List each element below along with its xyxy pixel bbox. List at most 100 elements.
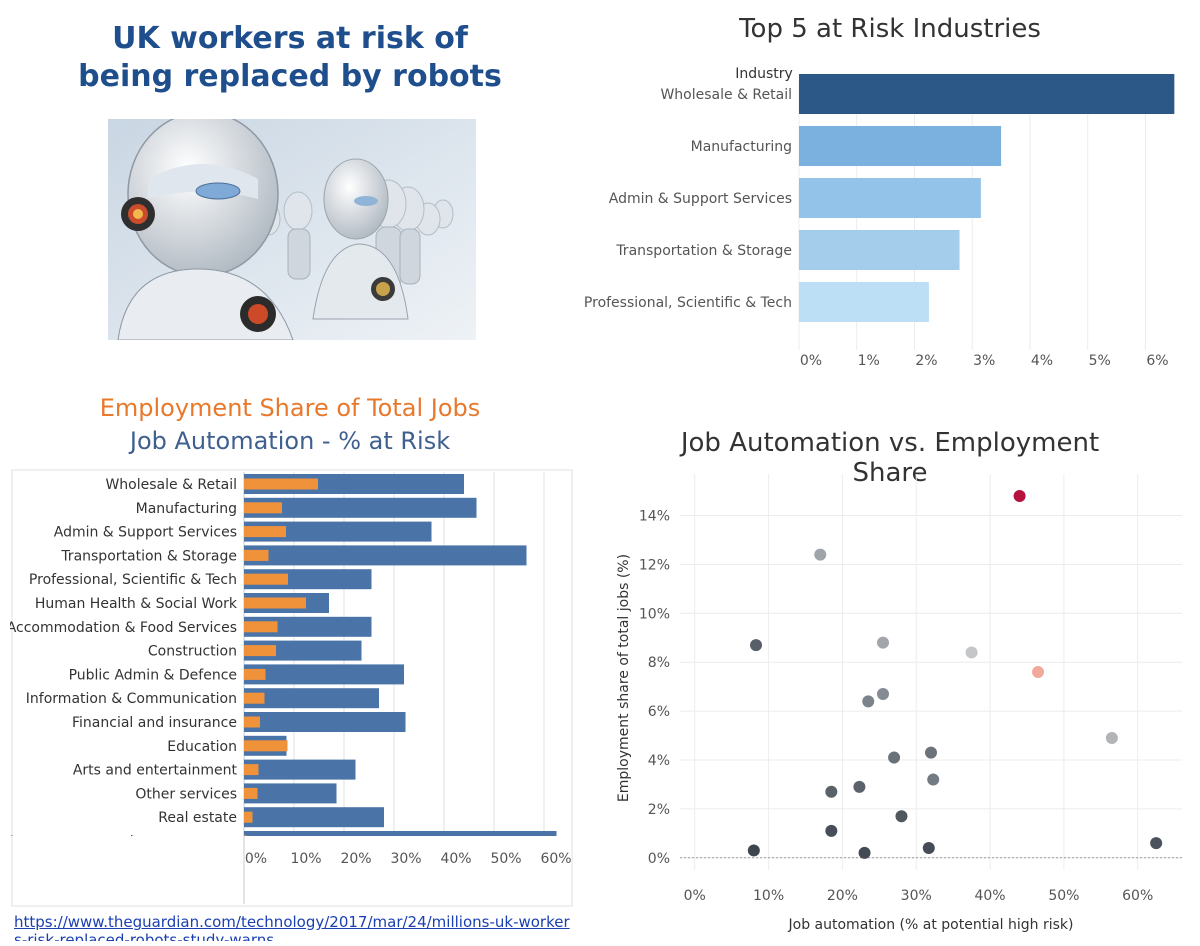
- scatter-y-tick-label: 10%: [639, 606, 670, 622]
- employment-share-bar: [244, 811, 253, 823]
- scatter-x-tick-label: 60%: [1122, 888, 1153, 904]
- automation-risk-bar: [244, 807, 384, 828]
- scatter-point: [1150, 837, 1163, 850]
- scatter-x-tick-label: 10%: [753, 888, 784, 904]
- employment-bar-chart: Wholesale & Retail Manufacturing Admin & S…: [10, 469, 573, 907]
- employment-axis-ticks: 0% 10% 20% 30% 40% 50% 60%: [245, 851, 572, 867]
- scatter-point: [858, 846, 871, 859]
- scatter-point: [1032, 666, 1045, 678]
- employment-category-label: Other services: [135, 786, 237, 802]
- employment-chart-title: Employment Share of Total Jobs: [99, 394, 481, 422]
- scatter-point: [1105, 732, 1118, 744]
- scatter-chart-title: Job Automation vs. Employment Share: [680, 428, 1100, 488]
- scatter-point: [965, 646, 978, 659]
- employment-share-bar: [244, 668, 266, 680]
- top5-category-label: Admin & Support Services: [609, 191, 792, 207]
- top5-bar: [799, 74, 1175, 114]
- dashboard-title: UK workers at risk of being replaced by …: [60, 20, 520, 96]
- scatter-point: [888, 751, 901, 764]
- employment-category-labels: Wholesale & Retail Manufacturing Admin & S…: [10, 477, 238, 850]
- employment-bars: [244, 474, 557, 836]
- scatter-x-tick-label: 50%: [1048, 888, 1079, 904]
- automation-risk-bar: [244, 664, 404, 685]
- top5-bar-chart: Industry Wholesale & Retail Manufacturing…: [584, 66, 1175, 369]
- scatter-point: [862, 695, 875, 708]
- scatter-point: [927, 773, 940, 786]
- employment-share-bar: [244, 764, 259, 776]
- employment-share-bar: [244, 526, 286, 538]
- scatter-points: [747, 490, 1163, 859]
- top5-tick-label: 6%: [1146, 353, 1168, 369]
- employment-chart-subtitle: Job Automation - % at Risk: [129, 427, 451, 455]
- employment-tick-label: 40%: [440, 851, 471, 867]
- employment-category-label: Admin & Support Services: [54, 525, 237, 541]
- scatter-point: [895, 810, 908, 823]
- employment-share-bar: [244, 573, 288, 585]
- scatter-x-tick-label: 40%: [974, 888, 1005, 904]
- employment-tick-label: 10%: [290, 851, 321, 867]
- employment-share-bar: [244, 787, 258, 799]
- scatter-y-tick-label: 6%: [648, 704, 670, 720]
- top5-category-labels: Wholesale & Retail Manufacturing Admin & S…: [584, 87, 792, 311]
- employment-tick-label: 50%: [490, 851, 521, 867]
- employment-category-label: Real estate: [158, 810, 237, 826]
- scatter-point: [853, 780, 866, 793]
- top5-tick-label: 5%: [1089, 353, 1111, 369]
- top5-bar: [799, 178, 981, 218]
- automation-risk-bar: [244, 688, 379, 709]
- employment-share-bar: [244, 692, 265, 704]
- scatter-y-tick-label: 8%: [648, 655, 670, 671]
- top5-bar: [799, 230, 960, 270]
- top5-tick-label: 3%: [973, 353, 995, 369]
- automation-risk-bar: [244, 521, 432, 542]
- employment-tick-label: 60%: [540, 851, 571, 867]
- employment-category-label: Wholesale & Retail: [105, 477, 237, 493]
- robots-image: [108, 119, 476, 340]
- scatter-point: [750, 639, 763, 652]
- scatter-y-axis-label: Employment share of total jobs (%): [616, 554, 632, 802]
- automation-risk-bar: [244, 783, 337, 804]
- scatter-x-axis-label: Job automation (% at potential high risk…: [788, 917, 1074, 933]
- top5-axis-ticks: 0% 1% 2% 3% 4% 5% 6%: [800, 353, 1169, 369]
- employment-category-label: Transportation & Storage: [60, 548, 237, 564]
- employment-share-bar: [244, 740, 288, 752]
- automation-risk-bar: [244, 759, 356, 780]
- automation-risk-bar: [244, 831, 557, 836]
- top5-bars: [799, 74, 1175, 322]
- employment-category-label: Information & Communication: [26, 691, 237, 707]
- automation-risk-bar: [244, 497, 477, 518]
- automation-risk-bar: [244, 545, 527, 566]
- employment-category-label: Arts and entertainment: [73, 763, 238, 779]
- scatter-y-tick-label: 2%: [648, 802, 670, 818]
- employment-category-label: Water, sewage and waste mana...: [10, 834, 237, 850]
- employment-category-label: Professional, Scientific & Tech: [29, 572, 237, 588]
- dashboard-title-line2: being replaced by robots: [78, 59, 502, 94]
- scatter-y-tick-label: 14%: [639, 509, 670, 525]
- scatter-y-tick-label: 12%: [639, 557, 670, 573]
- employment-category-label: Construction: [148, 644, 237, 660]
- top5-tick-label: 0%: [800, 353, 822, 369]
- source-link[interactable]: https://www.theguardian.com/technology/2…: [14, 913, 570, 941]
- employment-tick-label: 30%: [390, 851, 421, 867]
- top5-tick-label: 2%: [915, 353, 937, 369]
- top5-tick-label: 1%: [858, 353, 880, 369]
- scatter-gridlines: [680, 474, 1182, 870]
- employment-share-bar: [244, 478, 318, 490]
- scatter-x-tick-label: 20%: [827, 888, 858, 904]
- scatter-point: [925, 746, 937, 759]
- scatter-x-tick-label: 30%: [901, 888, 932, 904]
- employment-share-bar: [244, 835, 247, 836]
- top5-chart-title: Top 5 at Risk Industries: [739, 14, 1041, 44]
- employment-category-label: Human Health & Social Work: [35, 596, 238, 612]
- scatter-y-tick-label: 4%: [648, 753, 670, 769]
- scatter-x-tick-label: 0%: [684, 888, 706, 904]
- scatter-point: [877, 688, 890, 700]
- employment-share-bar: [244, 502, 282, 514]
- employment-tick-label: 20%: [340, 851, 371, 867]
- industry-header: Industry: [735, 66, 793, 82]
- top5-category-label: Wholesale & Retail: [660, 87, 792, 103]
- employment-share-bar: [244, 621, 278, 633]
- employment-share-bar: [244, 645, 276, 657]
- scatter-point: [825, 785, 838, 798]
- employment-category-label: Education: [167, 739, 237, 755]
